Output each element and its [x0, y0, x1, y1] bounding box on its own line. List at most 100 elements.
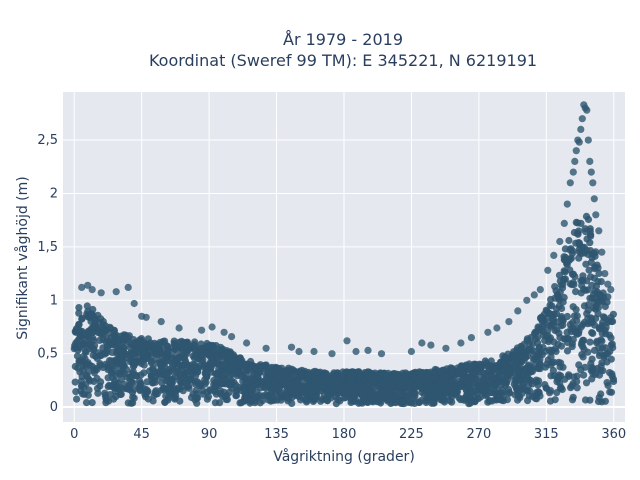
data-point: [425, 372, 433, 380]
data-point: [573, 384, 581, 392]
data-point: [320, 390, 328, 398]
data-point: [147, 346, 155, 354]
data-point: [78, 315, 86, 323]
data-point: [73, 395, 81, 403]
data-point: [501, 353, 509, 361]
data-point: [379, 379, 387, 387]
data-point: [476, 393, 485, 401]
data-point: [133, 372, 141, 380]
data-point: [573, 377, 581, 386]
data-point: [175, 324, 183, 332]
data-point: [568, 249, 577, 257]
data-point: [137, 359, 145, 367]
data-point: [607, 286, 615, 294]
data-point: [394, 396, 402, 404]
data-point: [567, 384, 575, 392]
data-point: [129, 393, 137, 401]
data-point: [586, 157, 594, 165]
x-tick-label: 90: [201, 427, 218, 442]
data-point: [75, 320, 83, 328]
data-point: [514, 396, 522, 404]
data-point: [388, 387, 396, 395]
data-point: [599, 318, 607, 326]
data-point: [136, 341, 144, 349]
data-point: [101, 350, 109, 358]
data-point: [575, 138, 583, 146]
data-point: [588, 329, 596, 337]
x-tick-labels: 0 45 90 135 180 225 270 315 360: [70, 427, 626, 442]
data-point: [547, 295, 555, 304]
data-point: [553, 378, 561, 386]
data-point: [487, 371, 495, 379]
data-point: [369, 389, 377, 397]
data-point: [202, 350, 210, 358]
data-point: [470, 360, 478, 368]
data-point: [546, 397, 555, 405]
data-point: [604, 280, 612, 288]
data-point: [514, 307, 522, 315]
data-point: [418, 369, 426, 377]
data-points: [70, 101, 618, 408]
data-point: [371, 369, 379, 377]
data-point: [534, 333, 542, 341]
data-point: [272, 370, 280, 378]
data-point: [603, 379, 611, 387]
data-point: [555, 302, 563, 310]
y-tick-label: 0: [50, 400, 58, 415]
data-point: [197, 357, 206, 365]
data-point: [206, 386, 214, 394]
data-point: [190, 364, 198, 372]
data-point: [169, 365, 177, 373]
data-point: [575, 361, 583, 369]
data-point: [573, 372, 581, 380]
data-point: [167, 383, 175, 391]
data-point: [573, 330, 581, 338]
data-point: [117, 390, 125, 398]
data-point: [442, 344, 450, 352]
data-point: [590, 249, 598, 257]
data-point: [263, 381, 271, 389]
data-point: [161, 364, 169, 372]
data-point: [584, 301, 592, 309]
data-point: [509, 366, 517, 374]
data-point: [96, 336, 104, 344]
data-point: [203, 339, 211, 348]
data-point: [545, 309, 553, 317]
data-point: [142, 313, 150, 321]
data-point: [536, 365, 544, 373]
data-point: [556, 237, 564, 246]
data-point: [406, 398, 414, 406]
data-point: [220, 328, 228, 336]
data-point: [136, 377, 144, 385]
data-point: [80, 390, 88, 398]
data-point: [102, 394, 110, 402]
data-point: [124, 283, 132, 291]
data-point: [161, 398, 169, 406]
data-point: [371, 374, 379, 382]
data-point: [149, 364, 157, 372]
data-point: [407, 347, 415, 356]
data-point: [517, 384, 525, 392]
data-point: [141, 390, 149, 398]
data-point: [596, 291, 604, 299]
data-point: [92, 364, 100, 373]
data-point: [129, 362, 137, 370]
data-point: [297, 396, 305, 404]
data-point: [124, 399, 132, 407]
data-point: [295, 347, 303, 356]
data-point: [129, 379, 137, 387]
data-point: [584, 348, 592, 356]
data-point: [592, 211, 600, 219]
data-point: [586, 338, 594, 346]
data-point: [428, 399, 436, 407]
data-point: [535, 324, 543, 332]
data-point: [550, 251, 558, 259]
data-point: [415, 376, 423, 384]
x-tick-label: 270: [466, 427, 491, 442]
data-point: [127, 340, 135, 348]
data-point: [228, 358, 236, 366]
data-point: [487, 389, 495, 397]
data-point: [359, 393, 367, 401]
data-point: [609, 310, 618, 318]
data-point: [172, 392, 180, 400]
